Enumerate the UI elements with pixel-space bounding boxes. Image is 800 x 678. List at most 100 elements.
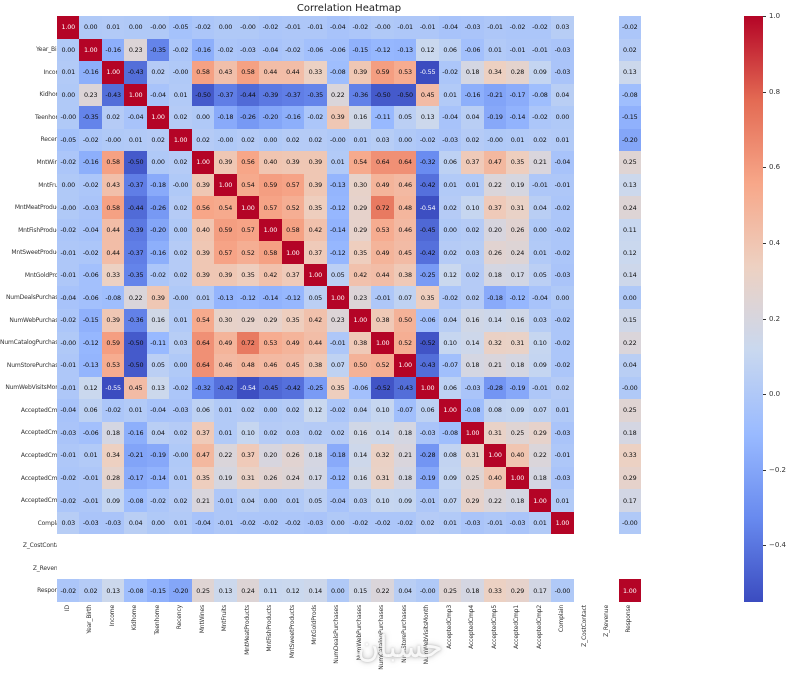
heatmap-cell: 0.31 xyxy=(506,196,529,219)
heatmap-cell: 0.30 xyxy=(348,173,372,197)
heatmap-cell: 0.39 xyxy=(281,151,305,174)
x-tick-label: AcceptedCmp3 xyxy=(445,605,453,649)
heatmap-cell: -0.04 xyxy=(57,286,80,309)
heatmap-cell: 0.26 xyxy=(483,241,507,264)
heatmap-cell: 0.04 xyxy=(236,489,260,512)
x-tick-label: MntMeatProducts xyxy=(243,605,251,655)
heatmap-cell: 0.09 xyxy=(506,399,529,422)
heatmap-cell: 0.02 xyxy=(169,489,192,512)
heatmap-cell: 0.13 xyxy=(146,376,170,400)
colorbar-tick-label: −0.4 xyxy=(769,541,786,550)
heatmap-cell: -0.02 xyxy=(551,309,574,332)
heatmap-cell: 0.02 xyxy=(281,128,305,152)
heatmap-cell: -0.37 xyxy=(214,83,237,107)
heatmap-cell: -0.01 xyxy=(528,376,552,400)
heatmap-cell: 0.16 xyxy=(506,309,529,332)
heatmap-cell: 0.01 xyxy=(101,16,125,39)
heatmap-cell: 0.09 xyxy=(438,466,462,490)
heatmap-cell: 0.09 xyxy=(101,489,125,512)
heatmap-cell: 0.42 xyxy=(304,309,327,332)
heatmap-cell: -0.50 xyxy=(124,331,147,355)
x-tick-slot: Z_Revenue xyxy=(596,605,618,677)
heatmap-cell: 0.02 xyxy=(461,128,484,152)
heatmap-cell xyxy=(596,61,619,84)
heatmap-cell: 0.31 xyxy=(371,466,394,490)
heatmap-cell: 0.57 xyxy=(214,241,237,264)
heatmap-cell: -0.35 xyxy=(304,83,327,107)
heatmap-cell: 0.11 xyxy=(259,579,282,602)
heatmap-cell: 0.02 xyxy=(528,128,552,152)
heatmap-cell: 0.00 xyxy=(57,38,80,62)
heatmap-cell: 0.14 xyxy=(371,421,394,445)
heatmap-cell: -0.03 xyxy=(79,196,102,219)
x-tick-label: MntWines xyxy=(198,605,206,634)
heatmap-cell xyxy=(596,579,619,602)
heatmap-cell: 0.46 xyxy=(393,218,417,242)
heatmap-cell: 0.59 xyxy=(371,61,394,84)
heatmap-cell: -0.04 xyxy=(146,83,170,107)
heatmap-cell xyxy=(596,421,619,445)
heatmap-cell: 0.35 xyxy=(348,241,372,264)
heatmap-cell: 0.16 xyxy=(146,309,170,332)
heatmap-cell xyxy=(438,534,462,557)
heatmap-cell xyxy=(483,534,507,557)
heatmap-cell: -0.03 xyxy=(461,511,484,535)
heatmap-cell: 0.37 xyxy=(304,241,327,264)
heatmap-cell: 0.02 xyxy=(438,196,462,219)
heatmap-cell: 0.01 xyxy=(79,444,102,467)
heatmap-cell: 0.32 xyxy=(371,444,394,467)
heatmap-cell xyxy=(596,286,619,309)
heatmap-cell: -0.02 xyxy=(438,61,462,84)
heatmap-cell xyxy=(573,218,597,242)
x-tick-slot: NumCatalogPurchases xyxy=(371,605,393,677)
heatmap-cell: 0.05 xyxy=(528,263,552,287)
heatmap-cell: 0.02 xyxy=(461,286,484,309)
heatmap-cell: 0.23 xyxy=(79,83,102,107)
heatmap-cell: -0.00 xyxy=(169,173,192,197)
heatmap-cell: -0.01 xyxy=(57,241,80,264)
heatmap-cell: 1.00 xyxy=(304,263,327,287)
heatmap-cell: 0.58 xyxy=(259,241,282,264)
heatmap-cell: -0.28 xyxy=(416,444,439,467)
heatmap-cell: -0.02 xyxy=(528,16,552,39)
heatmap-cell: 0.18 xyxy=(461,579,484,602)
heatmap-cell xyxy=(236,534,260,557)
heatmap-cell xyxy=(573,376,597,400)
heatmap-cell: 0.05 xyxy=(326,263,349,287)
heatmap-cell: 0.00 xyxy=(146,151,170,174)
heatmap-cell: -0.39 xyxy=(124,218,147,242)
heatmap-cell: -0.02 xyxy=(57,218,80,242)
chart-title: Correlation Heatmap xyxy=(296,3,402,14)
heatmap-cell: 0.59 xyxy=(214,218,237,242)
heatmap-cell: 0.02 xyxy=(236,128,260,152)
x-tick-label: MntFruits xyxy=(221,605,229,632)
heatmap-cell: 0.01 xyxy=(169,83,192,107)
heatmap-cell: 0.16 xyxy=(348,421,372,445)
colorbar xyxy=(744,16,763,602)
heatmap-cell: -0.02 xyxy=(57,309,80,332)
heatmap-cell: -0.17 xyxy=(506,83,529,107)
heatmap-cell xyxy=(596,151,619,174)
heatmap-cell xyxy=(573,128,597,152)
heatmap-cell: -0.08 xyxy=(438,421,462,445)
heatmap-cell: 0.18 xyxy=(506,354,529,377)
heatmap-cell: 0.22 xyxy=(483,489,507,512)
x-tick-slot: AcceptedCmp1 xyxy=(506,605,528,677)
heatmap-cell: -0.01 xyxy=(371,286,394,309)
heatmap-cell: 0.39 xyxy=(348,61,372,84)
heatmap-cell: -0.44 xyxy=(124,196,147,219)
heatmap-cell: 0.01 xyxy=(438,511,462,535)
heatmap-cell: 0.39 xyxy=(326,106,349,129)
heatmap-cell xyxy=(573,309,597,332)
heatmap-cell: 0.14 xyxy=(304,579,327,602)
heatmap-cell: 0.04 xyxy=(461,106,484,129)
heatmap-cell: -0.02 xyxy=(551,196,574,219)
heatmap-cell xyxy=(393,556,417,580)
x-tick-slot: ID xyxy=(57,605,79,677)
heatmap-cell: -0.01 xyxy=(416,489,439,512)
colorbar-tick-label: 1.0 xyxy=(769,12,781,20)
heatmap-cell xyxy=(461,534,484,557)
colorbar-tick-mark xyxy=(763,545,766,547)
x-tick-label: Z_CostContact xyxy=(580,605,588,647)
heatmap-cell: 0.25 xyxy=(191,579,215,602)
